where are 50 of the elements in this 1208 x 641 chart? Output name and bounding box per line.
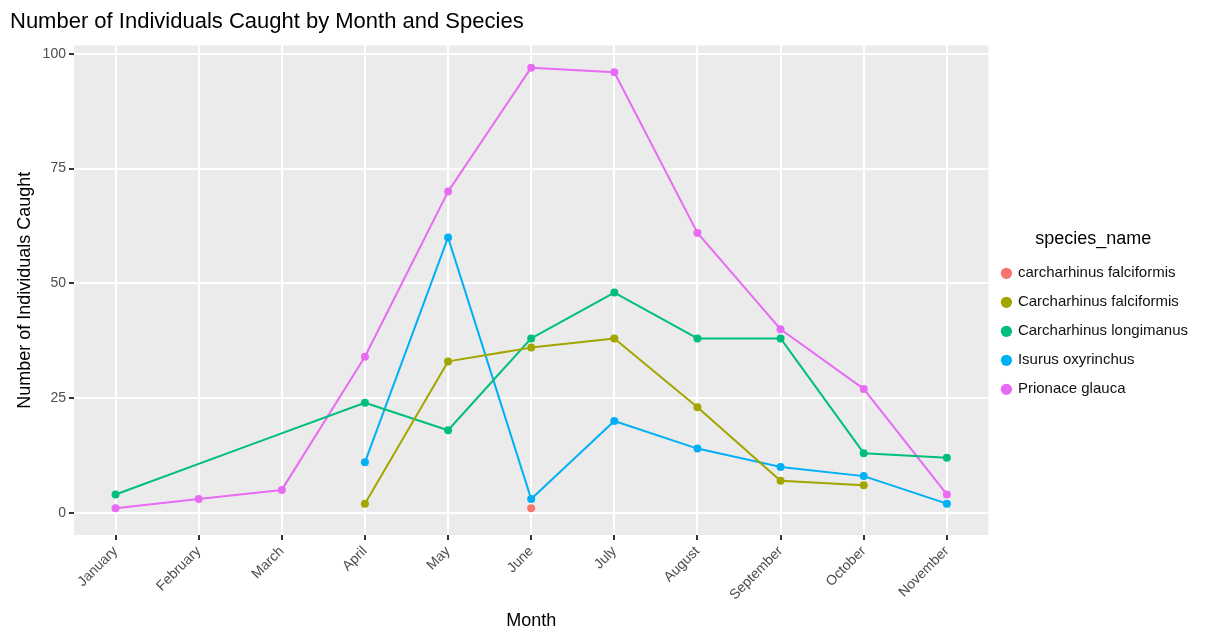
legend-label: Carcharhinus falciformis [1017,292,1179,310]
point [942,490,951,499]
y-tick-label: 25 [50,388,67,405]
point [444,426,453,435]
point [610,68,619,77]
legend-label: Carcharhinus longimanus [1017,321,1188,339]
point [776,462,785,471]
point [527,343,536,352]
point [859,449,868,458]
point [111,490,120,499]
point [859,481,868,490]
point [776,334,785,343]
x-axis-title: Month [506,610,557,631]
point [277,485,286,494]
point [527,334,536,343]
point [360,458,369,467]
point [610,334,619,343]
chart-title: Number of Individuals Caught by Month and Species [10,8,524,34]
y-tick-label: 50 [50,274,67,291]
y-tick-label: 0 [58,503,67,520]
point [693,403,702,412]
legend-label: carcharhinus falciformis [1017,263,1176,281]
point [859,472,868,481]
y-tick-label: 100 [42,44,67,61]
point [444,357,453,366]
legend-title: species_name [1035,228,1152,250]
point [527,63,536,72]
point [444,233,453,242]
point [111,504,120,513]
point [194,495,203,504]
point [859,384,868,393]
point [776,325,785,334]
point [693,334,702,343]
point [693,444,702,453]
x-tick-label: July [590,542,620,572]
y-axis-title: Number of Individuals Caught [13,171,34,409]
point [360,352,369,361]
point [610,288,619,297]
point [942,499,951,508]
point [942,453,951,462]
point [527,495,536,504]
legend-label: Prionace glauca [1017,379,1127,397]
point [610,417,619,426]
point [360,398,369,407]
point [776,476,785,485]
legend-label: Isurus oxyrinchus [1017,350,1135,368]
point [360,499,369,508]
point [693,228,702,237]
y-tick-label: 75 [50,159,67,176]
point [444,187,453,196]
